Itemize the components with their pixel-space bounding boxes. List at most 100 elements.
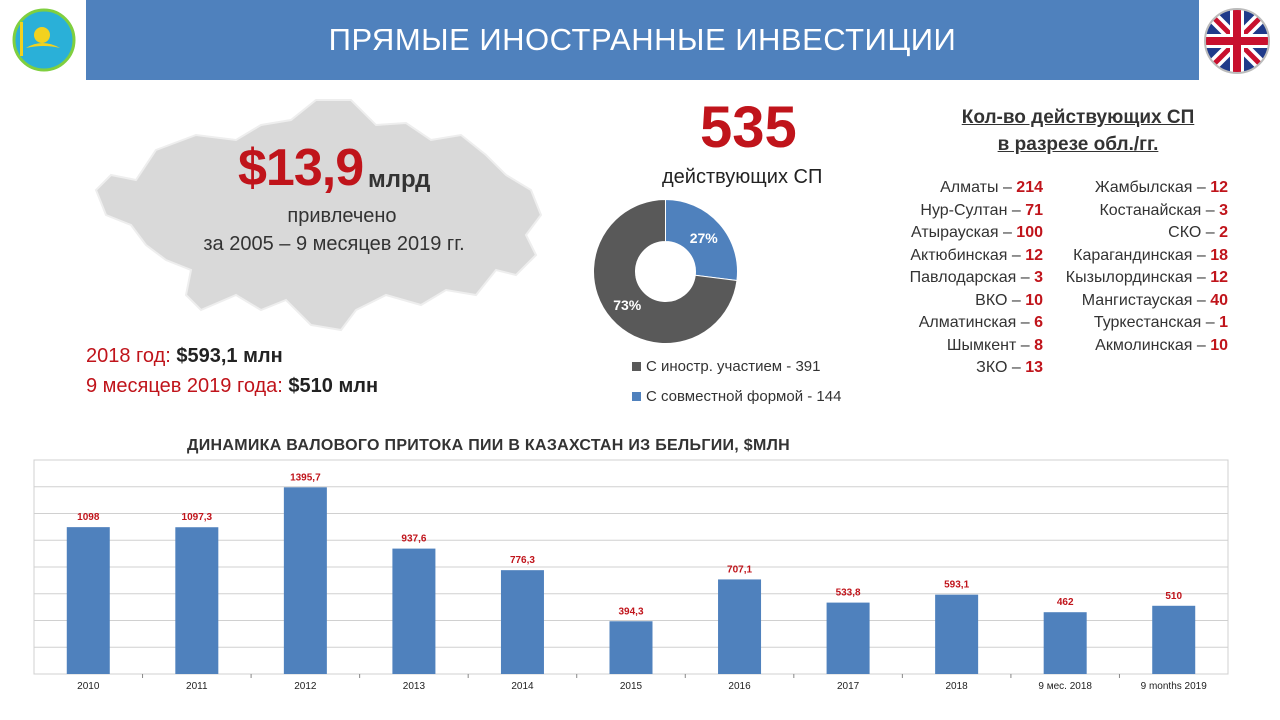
kazakhstan-map bbox=[94, 99, 543, 332]
legend-label: С иностр. участием - 391 bbox=[646, 358, 821, 375]
region-row: Мангистауская – 40 bbox=[1040, 290, 1228, 313]
x-tick-label: 9 мес. 2018 bbox=[1038, 681, 1092, 692]
region-count: 12 bbox=[1025, 246, 1043, 264]
region-row: ВКО – 10 bbox=[870, 290, 1043, 313]
joint-venture-count: 535 bbox=[700, 95, 797, 160]
region-count: 18 bbox=[1210, 246, 1228, 264]
legend-item-foreign: С иностр. участием - 391 bbox=[632, 358, 820, 375]
region-count: 1 bbox=[1219, 314, 1228, 331]
region-name: Нур-Султан – bbox=[920, 201, 1026, 219]
region-row: Нур-Султан – 71 bbox=[870, 200, 1043, 223]
bar bbox=[283, 487, 327, 674]
stat-value: $510 млн bbox=[288, 375, 379, 397]
x-tick-label: 2013 bbox=[403, 681, 426, 692]
regions-title: Кол-во действующих СП в разрезе обл./гг. bbox=[940, 104, 1216, 158]
region-name: Шымкент – bbox=[946, 336, 1035, 354]
uk-flag-icon[interactable] bbox=[1203, 7, 1271, 75]
region-name: Костанайская – bbox=[1099, 201, 1220, 219]
region-row: Кызылординская – 12 bbox=[1040, 267, 1228, 290]
bar bbox=[1043, 612, 1087, 674]
bar bbox=[392, 548, 436, 674]
stat-2018: 2018 год: $593,1 млн bbox=[86, 345, 283, 368]
region-count: 10 bbox=[1210, 336, 1228, 354]
region-count: 8 bbox=[1034, 336, 1043, 354]
region-name: Акмолинская – bbox=[1095, 336, 1211, 354]
region-name: Актюбинская – bbox=[910, 246, 1026, 264]
region-count: 214 bbox=[1016, 179, 1043, 196]
bar bbox=[718, 579, 762, 674]
region-name: ЗКО – bbox=[976, 359, 1026, 376]
stat-label: 2018 год: bbox=[86, 345, 177, 367]
bar-value-label: 593,1 bbox=[944, 580, 969, 591]
regions-title-line2: в разрезе обл./гг. bbox=[997, 134, 1159, 155]
region-name: Мангистауская – bbox=[1081, 291, 1211, 309]
region-row: Жамбылская – 12 bbox=[1040, 177, 1228, 200]
region-row: Актюбинская – 12 bbox=[870, 245, 1043, 268]
attracted-label: привлечено bbox=[287, 205, 397, 227]
region-count: 12 bbox=[1210, 179, 1228, 196]
bar-value-label: 394,3 bbox=[618, 606, 643, 617]
bar bbox=[500, 570, 544, 674]
x-tick-label: 2016 bbox=[728, 681, 751, 692]
region-count: 12 bbox=[1210, 269, 1228, 286]
period-label: за 2005 – 9 месяцев 2019 гг. bbox=[203, 233, 465, 255]
stat-9-months-2019: 9 месяцев 2019 года: $510 млн bbox=[86, 375, 378, 398]
region-name: СКО – bbox=[1168, 224, 1220, 241]
region-row: Карагандинская – 18 bbox=[1040, 245, 1228, 268]
bar bbox=[935, 594, 979, 674]
bar-value-label: 1097,3 bbox=[182, 512, 213, 523]
region-count: 3 bbox=[1034, 269, 1043, 286]
bar-value-label: 937,6 bbox=[401, 534, 426, 545]
region-row: Костанайская – 3 bbox=[1040, 200, 1228, 223]
x-tick-label: 2018 bbox=[946, 681, 969, 692]
regions-title-line1: Кол-во действующих СП bbox=[961, 107, 1195, 128]
page-title: ПРЯМЫЕ ИНОСТРАННЫЕ ИНВЕСТИЦИИ bbox=[328, 22, 957, 57]
x-tick-label: 9 months 2019 bbox=[1141, 681, 1208, 692]
fdi-bar-chart: 1098 2010 1097,3 2011 1395,7 2012 937,6 2013 776… bbox=[33, 459, 1229, 692]
x-tick-label: 2014 bbox=[511, 681, 534, 692]
region-count: 10 bbox=[1025, 291, 1043, 309]
bar bbox=[175, 527, 219, 674]
joint-venture-label: действующих СП bbox=[662, 166, 823, 188]
region-count: 13 bbox=[1025, 359, 1043, 376]
legend-item-joint: С совместной формой - 144 bbox=[632, 388, 841, 405]
region-row: Акмолинская – 10 bbox=[1040, 335, 1228, 358]
region-count: 6 bbox=[1034, 314, 1043, 331]
regions-list-right: Жамбылская – 12 Костанайская – 3 СКО – 2 Ка… bbox=[1040, 177, 1228, 357]
bar bbox=[66, 527, 110, 674]
region-count: 100 bbox=[1016, 224, 1043, 241]
x-tick-label: 2010 bbox=[77, 681, 100, 692]
total-investment-amount: $13,9 bbox=[238, 139, 364, 197]
bar-value-label: 1098 bbox=[77, 512, 100, 523]
region-row: СКО – 2 bbox=[1040, 222, 1228, 245]
region-count: 71 bbox=[1025, 201, 1043, 219]
region-row: Атырауская – 100 bbox=[870, 222, 1043, 245]
legend-swatch bbox=[632, 362, 641, 371]
region-count: 40 bbox=[1210, 291, 1228, 309]
header-bar: ПРЯМЫЕ ИНОСТРАННЫЕ ИНВЕСТИЦИИ bbox=[86, 0, 1199, 80]
region-row: Алматы – 214 bbox=[870, 177, 1043, 200]
region-row: Туркестанская – 1 bbox=[1040, 312, 1228, 335]
chart-title: ДИНАМИКА ВАЛОВОГО ПРИТОКА ПИИ В КАЗАХСТА… bbox=[187, 437, 791, 454]
region-row: ЗКО – 13 bbox=[870, 357, 1043, 380]
region-name: ВКО – bbox=[975, 291, 1026, 309]
bar-value-label: 707,1 bbox=[727, 564, 752, 575]
region-name: Карагандинская – bbox=[1073, 246, 1211, 264]
regions-list-left: Алматы – 214 Нур-Султан – 71 Атырауская – … bbox=[870, 177, 1043, 380]
x-tick-label: 2011 bbox=[186, 681, 208, 692]
region-count: 3 bbox=[1219, 201, 1228, 219]
joint-venture-donut-chart: 27% 73% bbox=[593, 198, 738, 344]
legend-label: С совместной формой - 144 bbox=[646, 388, 842, 405]
region-name: Алматы – bbox=[940, 179, 1017, 196]
region-name: Алматинская – bbox=[918, 314, 1035, 331]
bar-value-label: 462 bbox=[1057, 597, 1074, 608]
bar-value-label: 510 bbox=[1165, 591, 1182, 602]
donut-slice-foreign bbox=[593, 198, 738, 344]
region-name: Павлодарская – bbox=[909, 269, 1035, 286]
region-row: Павлодарская – 3 bbox=[870, 267, 1043, 290]
x-tick-label: 2012 bbox=[294, 681, 317, 692]
bar-value-label: 776,3 bbox=[510, 555, 535, 566]
bar bbox=[609, 621, 653, 674]
x-tick-label: 2017 bbox=[837, 681, 860, 692]
legend-swatch bbox=[632, 392, 641, 401]
